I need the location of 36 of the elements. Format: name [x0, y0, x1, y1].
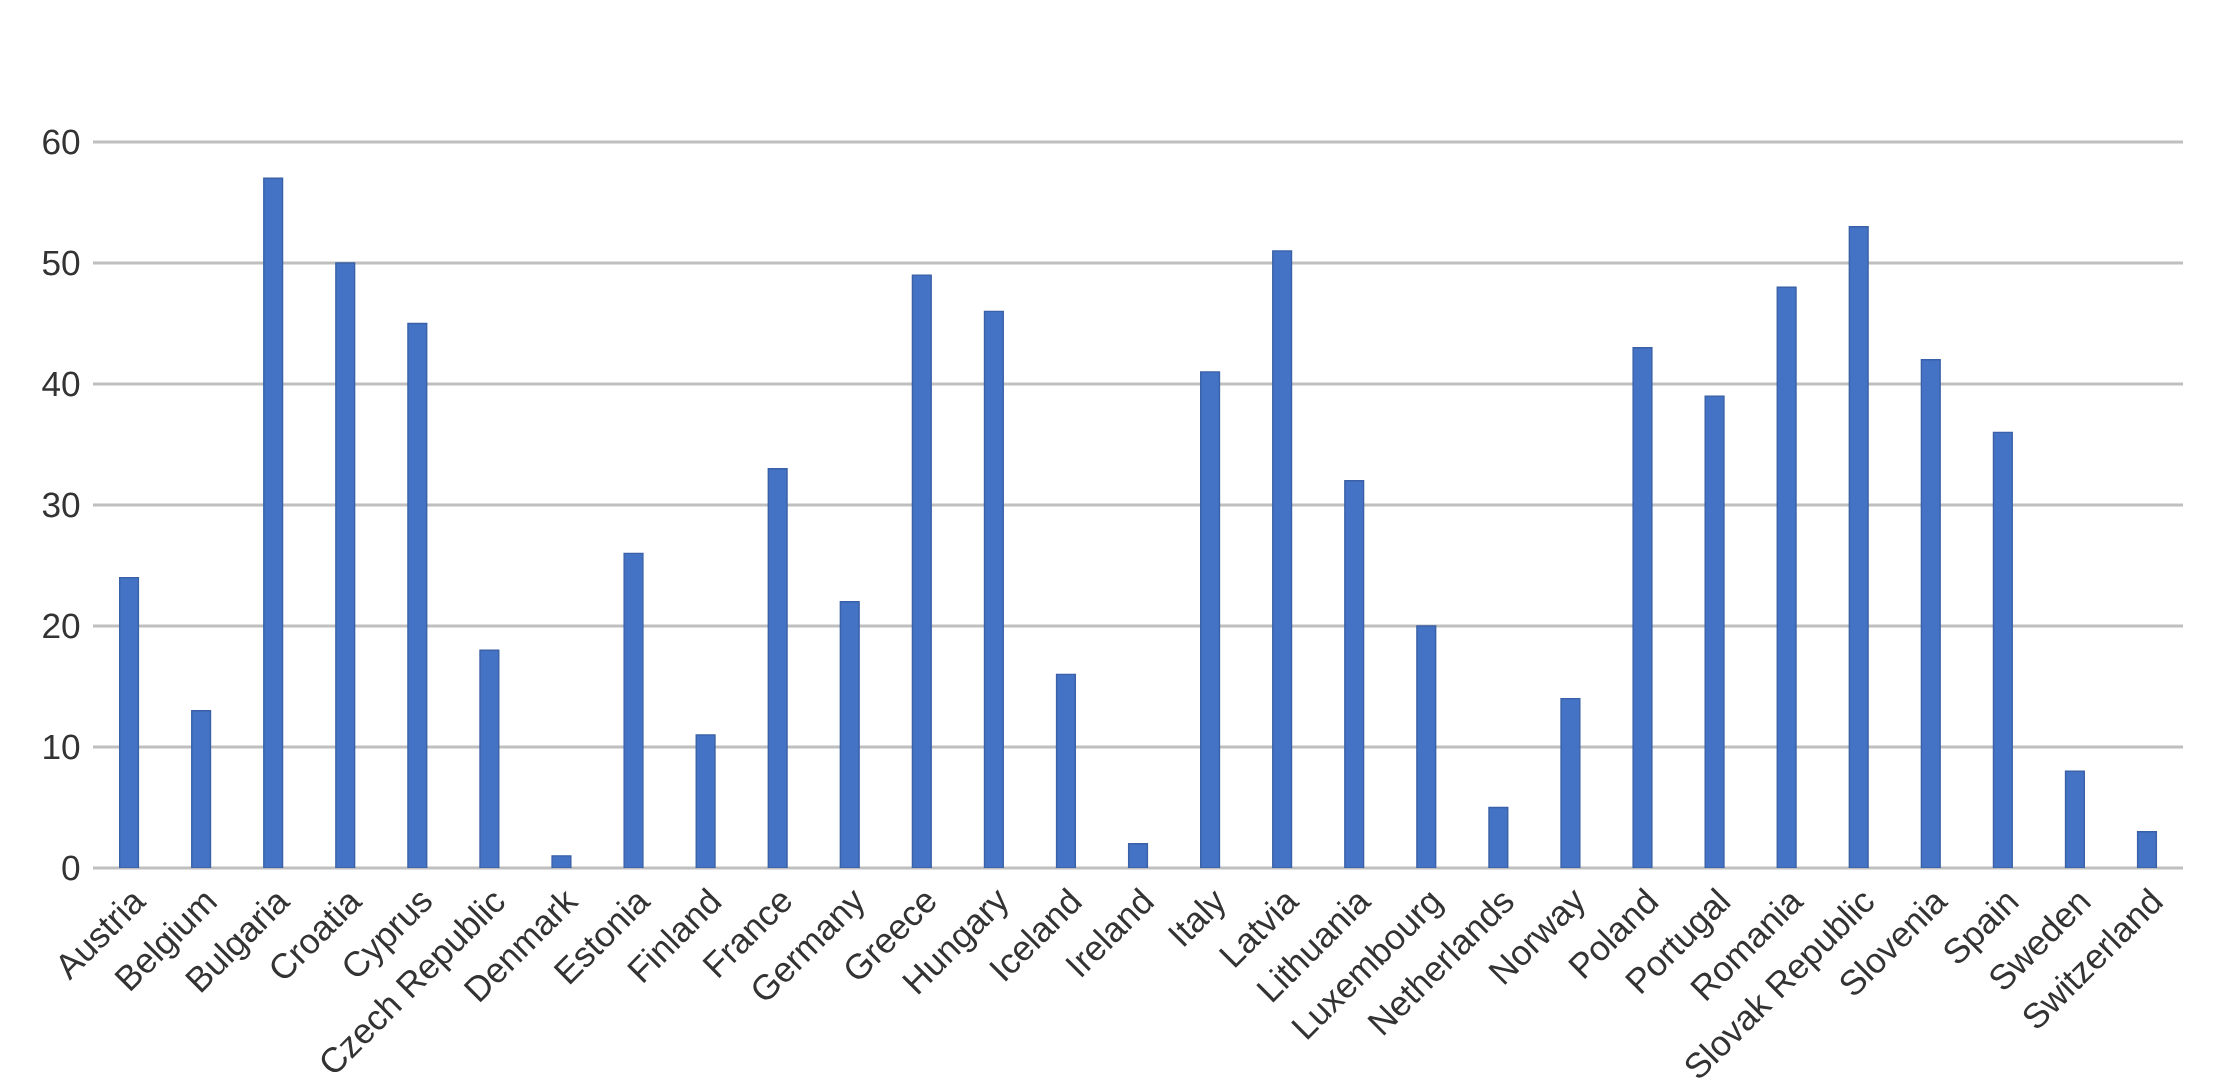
bar: [695, 734, 716, 868]
bar: [191, 709, 212, 868]
bar: [1632, 346, 1653, 868]
bar: [263, 177, 284, 868]
bar: [1127, 843, 1149, 868]
bar: [479, 649, 500, 868]
bar: [1344, 480, 1365, 868]
bar: [983, 310, 1004, 868]
bar: [1272, 250, 1293, 868]
y-tick-label: 40: [42, 371, 80, 397]
bar: [1488, 806, 1509, 868]
bar: [1055, 673, 1077, 868]
bar: [767, 467, 788, 868]
bar: [911, 274, 932, 868]
bar: [1416, 625, 1437, 868]
bar: [335, 262, 356, 868]
bar: [2064, 770, 2085, 868]
bar: [1200, 371, 1221, 868]
bar: [407, 322, 428, 868]
y-tick-label: 30: [42, 492, 80, 518]
y-tick-label: 50: [42, 250, 80, 276]
y-tick-label: 20: [43, 613, 80, 639]
bar: [1776, 286, 1797, 868]
bar: [1704, 395, 1725, 868]
y-tick-label: 60: [43, 129, 80, 155]
bar: [1848, 225, 1869, 868]
bar: [1560, 697, 1581, 868]
bar: [623, 552, 644, 868]
bar: [1992, 431, 2013, 868]
bar: [551, 855, 572, 868]
y-tick-label: 10: [44, 734, 80, 760]
bar: [118, 576, 140, 868]
bar: [839, 601, 860, 868]
bar: [2136, 830, 2158, 868]
bar: [1920, 359, 1941, 868]
y-tick-label: 0: [62, 855, 80, 881]
